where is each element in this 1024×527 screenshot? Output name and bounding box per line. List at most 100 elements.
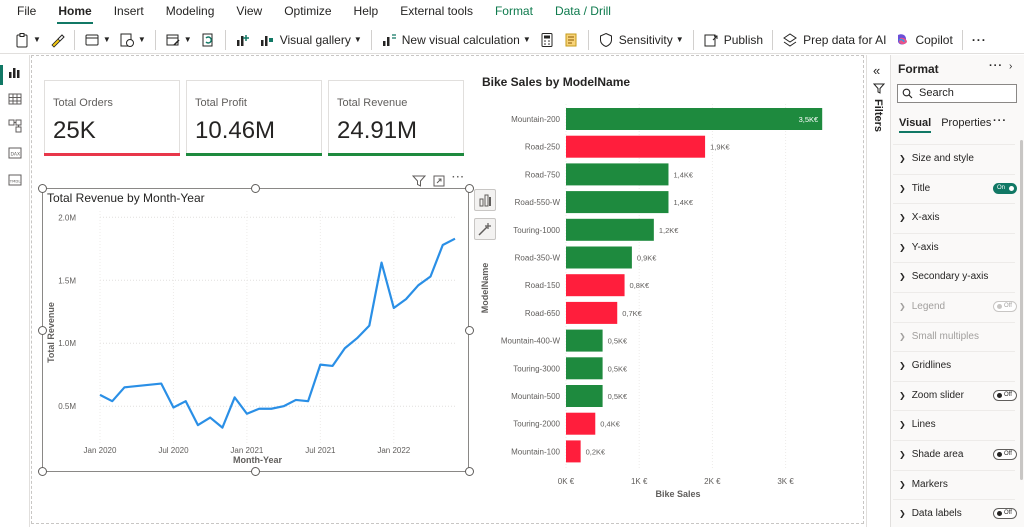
- report-view-icon[interactable]: [8, 65, 22, 79]
- more-options-button[interactable]: ···: [968, 28, 991, 52]
- format-section-x-axis[interactable]: ❯ X-axis: [893, 203, 1015, 231]
- sensitivity-button[interactable]: Sensitivity ▼: [594, 28, 688, 52]
- publish-button[interactable]: Publish: [699, 28, 767, 52]
- analytics-button[interactable]: [474, 218, 496, 240]
- x-tick-label: 0K €: [558, 477, 575, 486]
- format-tabs: Visual Properties: [899, 117, 1001, 133]
- new-measure-button[interactable]: [559, 28, 583, 52]
- bar-chart-visual[interactable]: Bike Sales by ModelName 0K € 1K € 2K € 3K € M…: [478, 70, 862, 514]
- format-section-small-multiples[interactable]: ❯ Small multiples: [893, 321, 1015, 350]
- chevron-right-icon: ❯: [899, 242, 906, 252]
- prep-data-ai-button[interactable]: Prep data for AI: [778, 28, 890, 52]
- menu-file[interactable]: File: [17, 4, 37, 18]
- menu-view[interactable]: View: [236, 4, 263, 18]
- filters-pane-collapsed[interactable]: « Filters: [866, 55, 890, 527]
- format-section-markers[interactable]: ❯ Markers: [893, 469, 1015, 498]
- resize-handle[interactable]: [38, 184, 47, 193]
- toggle-switch[interactable]: Off: [993, 389, 1017, 401]
- resize-handle[interactable]: [38, 467, 47, 476]
- line-chart-svg: 0.5M 1.0M 1.5M 2.0M Jan 2020 Jul 2020 Jan 2021…: [46, 211, 456, 465]
- refresh-button[interactable]: [196, 28, 220, 52]
- format-section-legend[interactable]: ❯ Legend Off: [893, 292, 1017, 320]
- filter-icon: [873, 83, 885, 94]
- new-visual-calculation-button[interactable]: New visual calculation ▼: [377, 28, 535, 52]
- scrollbar[interactable]: [1020, 140, 1023, 480]
- transform-data-button[interactable]: ▼: [161, 28, 196, 52]
- new-visual-button[interactable]: [231, 28, 255, 52]
- menu-help[interactable]: Help: [353, 4, 379, 18]
- report-canvas[interactable]: Total Orders 25K Total Profit 10.46M Tot…: [31, 55, 864, 524]
- toggle-switch[interactable]: Off: [993, 449, 1017, 460]
- menu-format[interactable]: Format: [494, 4, 533, 18]
- bar-touring-1000: [566, 218, 654, 241]
- kpi-card-total-revenue[interactable]: Total Revenue 24.91M: [328, 80, 464, 156]
- focus-mode-icon[interactable]: [433, 175, 445, 187]
- format-section-secondary-y-axis[interactable]: ❯ Secondary y-axis: [893, 262, 1015, 290]
- copilot-button[interactable]: Copilot: [890, 28, 956, 52]
- card-accent-bar: [328, 153, 464, 156]
- format-section-data-labels[interactable]: ❯ Data labels Off: [893, 499, 1017, 527]
- resize-handle[interactable]: [251, 467, 260, 476]
- format-section-title[interactable]: ❯ Title On: [893, 173, 1017, 202]
- get-data-button[interactable]: ▼: [80, 28, 115, 52]
- resize-handle[interactable]: [465, 467, 474, 476]
- chevron-right-icon: ❯: [899, 302, 906, 311]
- format-visual-button[interactable]: [474, 189, 496, 211]
- resize-handle[interactable]: [251, 184, 260, 193]
- close-pane-icon[interactable]: ›: [1009, 61, 1013, 72]
- format-section-y-axis[interactable]: ❯ Y-axis: [893, 232, 1015, 261]
- sensitivity-label: Sensitivity: [618, 32, 673, 47]
- more-options-icon[interactable]: ···: [452, 172, 465, 183]
- line-data-point: [280, 402, 288, 410]
- card-value: 10.46M: [195, 117, 276, 144]
- tab-more-icon[interactable]: ···: [993, 115, 1007, 127]
- menu-insert[interactable]: Insert: [113, 4, 144, 18]
- toggle-switch[interactable]: Off: [993, 301, 1017, 312]
- tab-visual[interactable]: Visual: [899, 117, 932, 133]
- category-label: Road-350-W: [515, 254, 561, 263]
- format-pane-menu[interactable]: ···: [989, 60, 1003, 72]
- format-section-gridlines[interactable]: ❯ Gridlines: [893, 351, 1015, 379]
- paste-button[interactable]: ▼: [10, 28, 45, 52]
- filter-icon[interactable]: [412, 175, 426, 187]
- line-chart-visual[interactable]: Total Revenue by Month-Year 0.5M 1.0M 1.5M…: [42, 188, 469, 472]
- menu-modeling[interactable]: Modeling: [165, 4, 215, 18]
- format-visual-icon: [479, 194, 491, 207]
- category-label: Road-650: [525, 309, 561, 318]
- resize-handle[interactable]: [465, 184, 474, 193]
- recent-sources-button[interactable]: ▼: [115, 28, 150, 52]
- toggle-switch[interactable]: On: [993, 182, 1017, 194]
- format-section-zoom-slider[interactable]: ❯ Zoom slider Off: [893, 380, 1017, 409]
- line-data-point: [182, 397, 190, 405]
- x-tick-label: Jan 2020: [84, 446, 117, 455]
- collapse-chevron-icon[interactable]: «: [873, 63, 881, 78]
- tab-properties[interactable]: Properties: [941, 117, 992, 129]
- quick-measure-button[interactable]: [535, 28, 559, 52]
- kpi-card-total-profit[interactable]: Total Profit 10.46M: [186, 80, 322, 156]
- toggle-state: Off: [1004, 510, 1012, 517]
- chevron-right-icon: ❯: [899, 479, 906, 489]
- table-edit-icon: [166, 34, 180, 46]
- model-view-icon[interactable]: [8, 119, 22, 133]
- dax-query-view-icon[interactable]: DAX: [8, 146, 22, 160]
- x-axis-title: Month-Year: [233, 455, 283, 465]
- format-section-size-and-style[interactable]: ❯ Size and style: [893, 144, 1015, 172]
- menu-home[interactable]: Home: [47, 0, 102, 24]
- card-title: Total Orders: [53, 97, 113, 109]
- resize-handle[interactable]: [465, 326, 474, 335]
- menu-external-tools[interactable]: External tools: [400, 4, 473, 18]
- table-view-icon[interactable]: [8, 92, 22, 106]
- tmdl-view-icon[interactable]: TMDL: [8, 173, 22, 187]
- format-section-lines[interactable]: ❯ Lines: [893, 410, 1015, 438]
- resize-handle[interactable]: [38, 326, 47, 335]
- line-data-point: [267, 405, 275, 413]
- toggle-switch[interactable]: Off: [993, 508, 1017, 520]
- format-section-shade-area[interactable]: ❯ Shade area Off: [893, 440, 1017, 468]
- format-painter-button[interactable]: [45, 28, 69, 52]
- kpi-card-total-orders[interactable]: Total Orders 25K: [44, 80, 180, 156]
- menu-optimize[interactable]: Optimize: [284, 4, 332, 18]
- search-input[interactable]: Search: [897, 84, 1017, 103]
- line-data-point: [231, 393, 239, 401]
- visual-gallery-button[interactable]: Visual gallery ▼: [255, 28, 366, 52]
- menu-data-drill[interactable]: Data / Drill: [554, 4, 611, 18]
